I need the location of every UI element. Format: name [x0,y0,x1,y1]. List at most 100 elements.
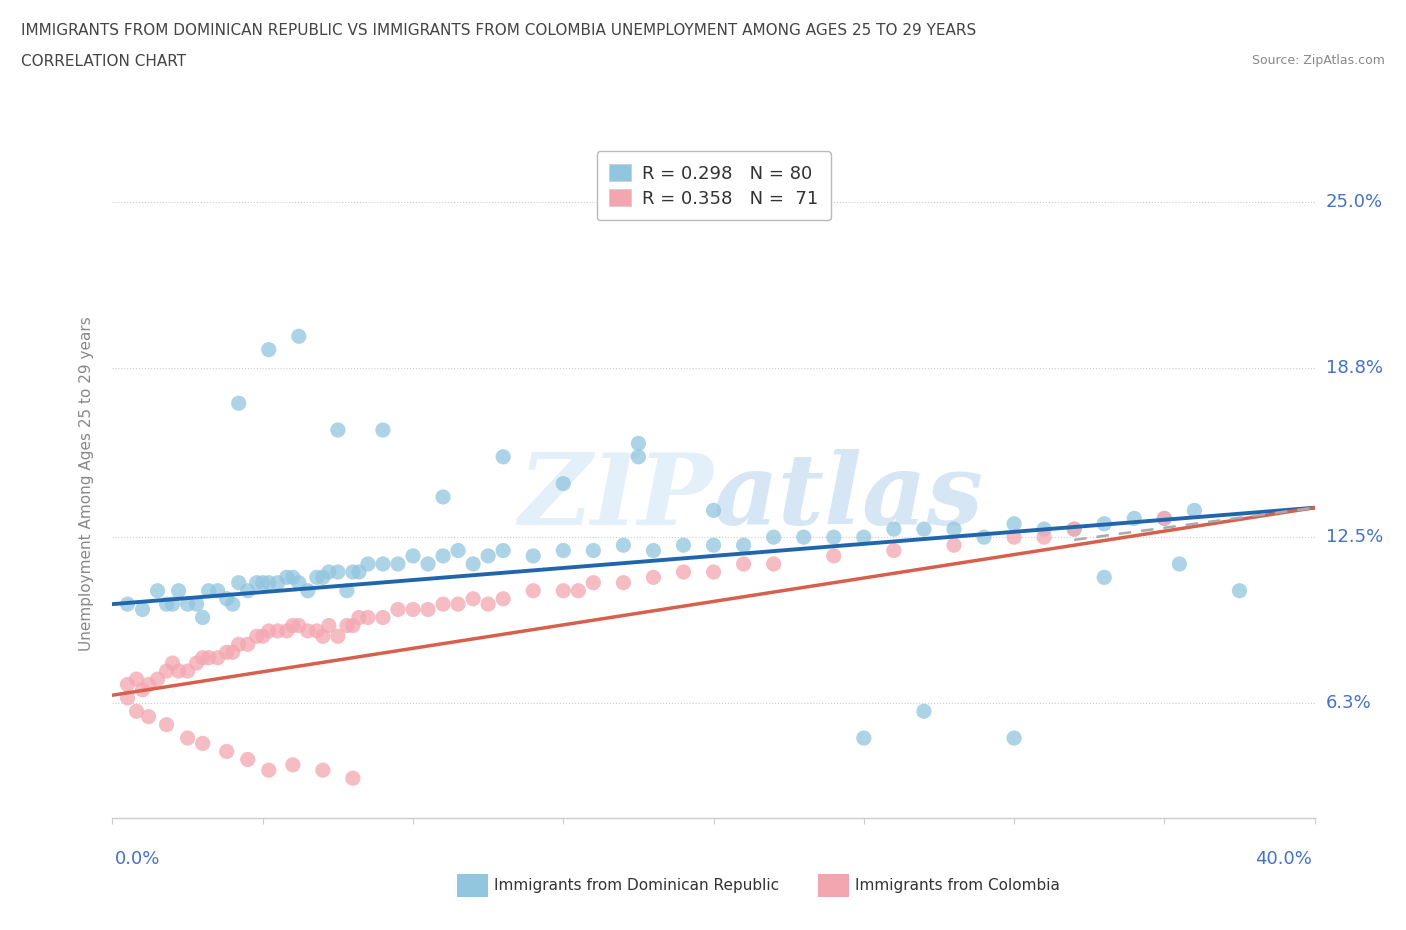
Point [167,664,190,679]
Point [236,637,259,652]
Point [246,576,269,591]
Point [492,543,515,558]
Point [162,597,184,612]
Point [155,597,177,612]
Point [236,583,259,598]
Point [176,664,198,679]
Point [125,704,148,719]
Point [371,610,394,625]
Point [176,731,198,746]
Point [281,618,304,633]
Point [461,591,484,606]
Point [197,650,219,665]
Point [191,650,214,665]
Point [402,602,425,617]
Point [582,576,605,591]
Point [643,543,665,558]
Point [117,677,139,692]
Point [387,602,409,617]
Point [672,538,695,552]
Text: ZIP: ZIP [519,449,713,545]
Point [1033,530,1056,545]
Point [852,530,875,545]
Point [342,771,364,786]
Point [432,549,454,564]
Point [312,763,335,777]
Point [191,736,214,751]
Point [762,556,785,571]
Point [326,565,349,579]
Point [1063,522,1085,537]
Point [447,597,470,612]
Point [1092,570,1115,585]
Point [236,752,259,767]
Point [318,565,340,579]
Point [1002,530,1025,545]
Point [336,583,359,598]
Point [733,538,755,552]
Point [912,522,935,537]
Point [155,717,177,732]
Point [246,629,269,644]
Point [942,522,965,537]
Text: 25.0%: 25.0% [1326,193,1384,211]
Text: IMMIGRANTS FROM DOMINICAN REPUBLIC VS IMMIGRANTS FROM COLOMBIA UNEMPLOYMENT AMON: IMMIGRANTS FROM DOMINICAN REPUBLIC VS IM… [21,23,976,38]
Point [1123,511,1146,525]
Point [477,597,499,612]
Point [162,656,184,671]
Point [207,650,229,665]
Text: Immigrants from Colombia: Immigrants from Colombia [855,878,1060,893]
Point [1033,522,1056,537]
Point [186,656,208,671]
Point [553,543,575,558]
Point [228,576,250,591]
Point [733,556,755,571]
Point [1063,522,1085,537]
Text: atlas: atlas [713,449,984,545]
Point [553,476,575,491]
Point [1153,511,1175,525]
Point [612,538,634,552]
Point [522,549,544,564]
Point [447,543,470,558]
Point [702,538,725,552]
Text: 18.8%: 18.8% [1326,359,1382,378]
Point [297,583,319,598]
Text: 6.3%: 6.3% [1326,694,1371,712]
Point [432,489,454,504]
Point [257,623,280,638]
Point [823,530,845,545]
Point [1168,556,1191,571]
Point [852,731,875,746]
Point [371,422,394,437]
Point [702,565,725,579]
Point [117,690,139,705]
Point [281,570,304,585]
Point [267,576,290,591]
Point [297,623,319,638]
Point [281,757,304,772]
Text: 40.0%: 40.0% [1256,850,1312,869]
Point [1002,731,1025,746]
Point [492,591,515,606]
Point [762,530,785,545]
Point [1153,511,1175,525]
Legend: R = 0.298   N = 80, R = 0.358   N =  71: R = 0.298 N = 80, R = 0.358 N = 71 [596,152,831,220]
Point [276,623,298,638]
Text: 12.5%: 12.5% [1326,528,1384,546]
Point [387,556,409,571]
Point [131,602,153,617]
Point [942,538,965,552]
Point [326,422,349,437]
Point [117,597,139,612]
Point [228,637,250,652]
Point [191,610,214,625]
Point [131,683,153,698]
Point [312,629,335,644]
Point [883,543,905,558]
Point [222,597,245,612]
Point [582,543,605,558]
Point [176,597,198,612]
Point [627,449,650,464]
Point [432,597,454,612]
